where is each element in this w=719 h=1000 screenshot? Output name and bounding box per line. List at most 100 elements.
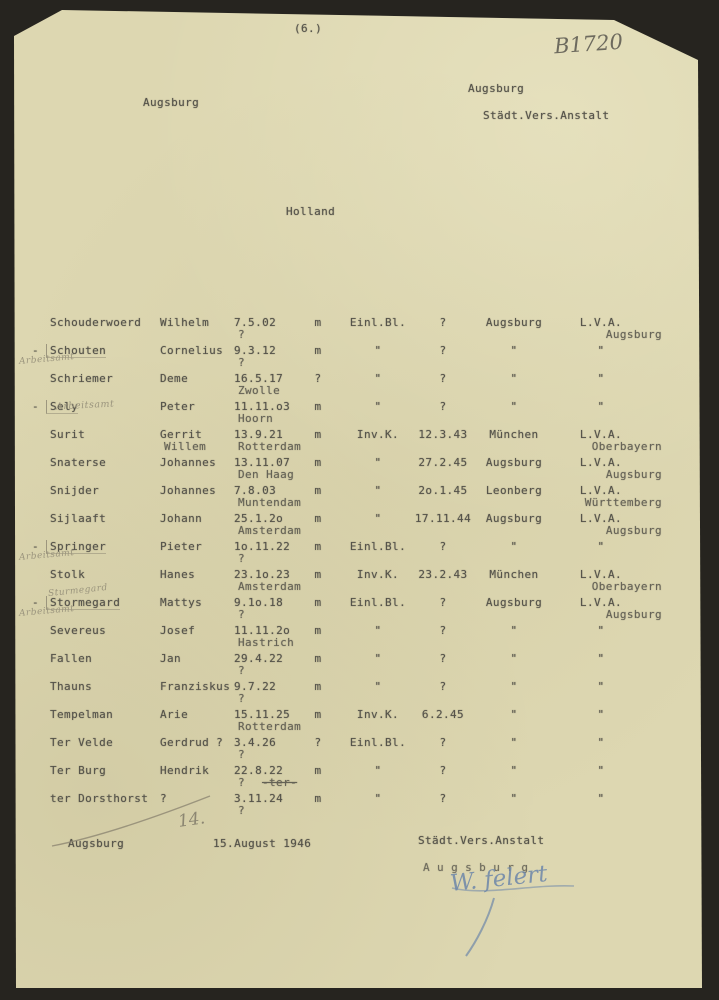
office-city-cell: " — [510, 624, 518, 637]
sex-cell: m — [314, 680, 322, 693]
document-date-cell: ? — [439, 624, 447, 637]
insurance-region-cell: Oberbayern — [591, 440, 662, 453]
table-row: Snijder Johannes 7.8.03 Muntendam m " 2o… — [14, 484, 702, 512]
sex-cell: m — [314, 344, 322, 357]
birthdate-cell: 7.5.02 — [234, 316, 277, 329]
pencil-annotation-below: 3. Arbeitsamt — [5, 548, 75, 564]
footer-date: 15.August 1946 — [213, 837, 312, 850]
page-number: (6.) — [294, 22, 323, 35]
surname-cell: Schouten — [46, 344, 107, 358]
insurance-cell: " — [597, 400, 605, 413]
sex-cell: m — [314, 792, 322, 805]
surname-cell: Severeus — [50, 624, 107, 637]
table-row: - Sely Arbeitsamt Peter 11.11.o3 Hoorn m… — [14, 398, 702, 428]
surname-cell: Snaterse — [50, 456, 107, 469]
table-row: Ter Burg Hendrik 22.8.22 ? -ter- m " ? "… — [14, 764, 702, 792]
document-type-cell: " — [374, 792, 382, 805]
birthdate-cell: 1o.11.22 — [234, 540, 291, 553]
document-type-cell: " — [374, 456, 382, 469]
office-city-cell: " — [510, 764, 518, 777]
firstname-cell: Johannes — [160, 456, 217, 469]
firstname-cell: Jan — [160, 652, 182, 665]
birthplace-cell: ? — [238, 776, 246, 789]
document-date-cell: 12.3.43 — [418, 428, 468, 441]
document-type-cell: Einl.Bl. — [349, 316, 407, 329]
firstname-cell: Pieter — [160, 540, 203, 553]
office-city-cell: Augsburg — [485, 512, 543, 525]
table-row: Severeus Josef 11.11.2o Hastrich m " ? "… — [14, 624, 702, 652]
insurance-cell: " — [597, 624, 605, 637]
sex-cell: m — [314, 456, 322, 469]
surname-cell: Sijlaaft — [50, 512, 107, 525]
insurance-region-cell: Augsburg — [605, 608, 662, 621]
footer-org-city: A u g s b u r g — [423, 861, 529, 874]
firstname-cell: Mattys — [160, 596, 203, 609]
surname-cell: Springer — [46, 540, 107, 554]
document-type-cell: " — [374, 764, 382, 777]
table-row: Sijlaaft Johann 25.1.2o Amsterdam m " 17… — [14, 512, 702, 540]
document-date-cell: ? — [439, 540, 447, 553]
firstname-cell: Cornelius — [160, 344, 224, 357]
table-row: Schriemer Deme 16.5.17 Zwolle ? " ? " " — [14, 372, 702, 400]
document-date-cell: ? — [439, 736, 447, 749]
insurance-cell: L.V.A. — [579, 512, 623, 525]
table-row: - Stormegard Sturmegard 3. Arbeitsamt Ma… — [14, 583, 702, 624]
firstname-cell: Hanes — [160, 568, 196, 581]
document-type-cell: " — [374, 484, 382, 497]
office-city-cell: " — [510, 708, 518, 721]
birthdate-cell: 7.8.03 — [234, 484, 277, 497]
office-city-cell: Leonberg — [485, 484, 543, 497]
sex-cell: m — [314, 512, 322, 525]
birthplace-cell: Rotterdam — [238, 440, 302, 453]
birthdate-cell: 16.5.17 — [234, 372, 284, 385]
sex-cell: m — [314, 316, 322, 329]
table-row: Stolk Hanes 23.1o.23 Amsterdam m Inv.K. … — [14, 568, 702, 596]
office-city-cell: " — [510, 372, 518, 385]
document-type-cell: Einl.Bl. — [349, 540, 407, 553]
paper-sheet: (6.) B1720 Augsburg Augsburg Städt.Vers.… — [14, 10, 702, 988]
section-title: Holland — [286, 205, 336, 218]
birthplace-cell: ? — [238, 608, 246, 621]
birthplace-cell: Hastrich — [238, 636, 295, 649]
document-type-cell: " — [374, 400, 382, 413]
surname-cell: Schriemer — [50, 372, 114, 385]
surname-cell: Tempelman — [50, 708, 114, 721]
sex-cell: m — [314, 484, 322, 497]
insurance-cell: " — [597, 372, 605, 385]
firstname-cell: Arie — [160, 708, 189, 721]
office-city-cell: Augsburg — [485, 596, 543, 609]
office-city-cell: " — [510, 792, 518, 805]
record-rows: Schouderwoerd Wilhelm 7.5.02 ? m Einl.Bl… — [14, 316, 702, 820]
sex-cell: m — [314, 540, 322, 553]
document-date-cell: ? — [439, 764, 447, 777]
insurance-cell: L.V.A. — [579, 484, 623, 497]
document-type-cell: " — [374, 652, 382, 665]
header-org: Städt.Vers.Anstalt — [483, 109, 610, 122]
insurance-cell: L.V.A. — [579, 428, 623, 441]
document-date-cell: ? — [439, 596, 447, 609]
birthdate-cell: 25.1.2o — [234, 512, 284, 525]
office-city-cell: " — [510, 344, 518, 357]
sex-cell: m — [314, 708, 322, 721]
document-date-cell: ? — [439, 344, 447, 357]
insurance-cell: L.V.A. — [579, 568, 623, 581]
insurance-cell: L.V.A. — [579, 316, 623, 329]
birthplace-cell: Amsterdam — [238, 524, 302, 537]
surname-cell: Schouderwoerd — [50, 316, 142, 329]
birthplace-cell: Hoorn — [238, 412, 274, 425]
struck-text-cell: -ter- — [262, 776, 298, 789]
footer-org: Städt.Vers.Anstalt — [418, 834, 545, 847]
pencil-dash-mark: - — [32, 344, 40, 357]
document-type-cell: " — [374, 512, 382, 525]
pencil-annotation-below: 1. Arbeitsamt — [5, 352, 75, 368]
header-city-left: Augsburg — [143, 96, 200, 109]
birthplace-cell: ? — [238, 552, 246, 565]
office-city-cell: München — [489, 568, 539, 581]
document-date-cell: 6.2.45 — [421, 708, 465, 721]
surname-cell: Surit — [50, 428, 86, 441]
document-date-cell: ? — [439, 652, 447, 665]
firstname-cell: Franziskus — [160, 680, 231, 693]
document-date-cell: ? — [439, 372, 447, 385]
insurance-cell: " — [597, 792, 605, 805]
